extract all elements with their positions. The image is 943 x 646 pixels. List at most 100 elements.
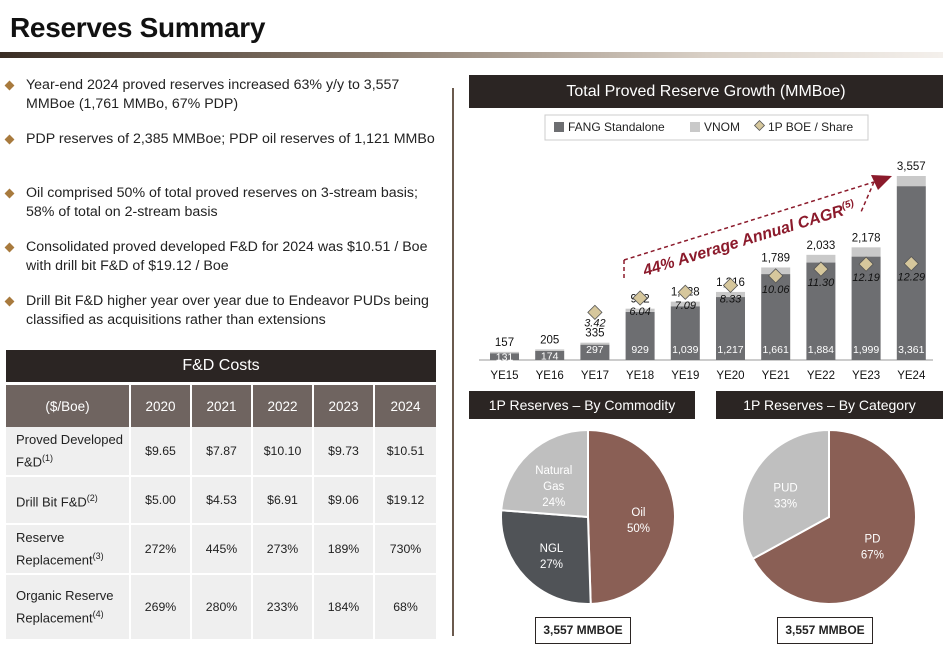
pie-slice xyxy=(500,509,592,605)
table-row: Reserve Replacement(3) 272% 445% 273% 18… xyxy=(6,525,436,575)
column-header: 2020 xyxy=(131,385,192,427)
legend-vnom-label: VNOM xyxy=(704,120,740,134)
bar-fang-label: 1,039 xyxy=(672,344,698,356)
pie-slice-label: Oil 50% xyxy=(627,507,650,535)
table-cell: 445% xyxy=(192,525,253,573)
fd-columns-header: ($/Boe) 2020 2021 2022 2023 2024 xyxy=(6,385,436,427)
pie-slice xyxy=(500,428,589,519)
table-cell: $4.53 xyxy=(192,477,253,523)
boe-per-share-marker xyxy=(632,290,648,306)
bar-total-label: 2,178 xyxy=(852,232,881,244)
bullet-text: Oil comprised 50% of total proved reserv… xyxy=(26,185,418,220)
column-header: 2022 xyxy=(253,385,314,427)
table-cell: 272% xyxy=(131,525,192,573)
boe-per-share-marker xyxy=(813,261,829,277)
diamond-bullet-icon xyxy=(4,188,15,199)
legend-vnom-swatch xyxy=(690,122,700,132)
bar-vnom xyxy=(806,254,836,263)
table-cell: 233% xyxy=(253,575,314,639)
diamond-bullet-icon xyxy=(4,242,15,253)
bar-vnom xyxy=(896,175,926,187)
column-header: 2024 xyxy=(390,398,421,414)
bullet-item: PDP reserves of 2,385 MMBoe; PDP oil res… xyxy=(4,130,436,168)
table-cell: 273% xyxy=(253,525,314,573)
bar-fang-standalone xyxy=(851,256,881,360)
bar-fang-standalone xyxy=(896,186,926,360)
boe-per-share-label: 6.04 xyxy=(629,306,650,318)
boe-per-share-marker xyxy=(903,255,919,272)
pie-slice-label: PD 67% xyxy=(861,534,884,562)
pie-slice-label: NGL 27% xyxy=(540,543,564,571)
row-label: Proved Developed F&D(1) xyxy=(6,427,131,475)
category-total-box: 3,557 MMBOE xyxy=(777,617,873,644)
pie-slice xyxy=(587,428,676,605)
chart-title: Total Proved Reserve Growth (MMBoe) xyxy=(469,75,943,108)
commodity-pie-chart: Oil 50% NGL 27% Natural Gas 24% xyxy=(500,428,676,605)
pie-slice xyxy=(751,428,917,605)
diamond-bullet-icon xyxy=(4,134,15,145)
legend-fang-label: FANG Standalone xyxy=(568,120,665,134)
bullet-text: Consolidated proved developed F&D for 20… xyxy=(26,239,428,274)
bar-fang-standalone xyxy=(625,311,655,360)
legend-fang-swatch xyxy=(554,122,564,132)
row-label: Reserve Replacement(3) xyxy=(6,525,131,573)
bullet-item: Drill Bit F&D higher year over year due … xyxy=(4,292,436,330)
category-pie-chart: PD 67% PUD 33% xyxy=(741,428,917,605)
bar-fang-label: 1,884 xyxy=(808,344,834,356)
bullet-text: Year-end 2024 proved reserves increased … xyxy=(26,77,400,112)
fd-costs-table: F&D Costs ($/Boe) 2020 2021 2022 2023 20… xyxy=(6,350,436,641)
table-cell: $6.91 xyxy=(253,477,314,523)
x-tick-label: YE21 xyxy=(762,370,790,382)
bar-vnom xyxy=(716,291,745,298)
boe-per-share-marker xyxy=(858,256,874,272)
boe-per-share-label: 10.06 xyxy=(762,284,790,296)
table-cell: 269% xyxy=(131,575,192,639)
bar-vnom xyxy=(625,308,655,312)
bar-vnom xyxy=(535,349,565,351)
bar-fang-standalone xyxy=(806,262,836,360)
boe-per-share-label: 8.33 xyxy=(720,293,742,305)
bar-fang-standalone xyxy=(761,274,791,360)
table-cell: 68% xyxy=(393,600,418,614)
x-tick-label: YE24 xyxy=(897,370,926,382)
x-tick-label: YE18 xyxy=(626,370,654,382)
boe-per-share-marker xyxy=(722,277,739,294)
bullet-item: Consolidated proved developed F&D for 20… xyxy=(4,238,436,276)
x-tick-label: YE17 xyxy=(581,370,609,382)
pie-slice-label: Natural Gas 24% xyxy=(535,465,572,509)
cagr-arrow-drop xyxy=(860,181,875,213)
bullet-list: Year-end 2024 proved reserves increased … xyxy=(4,76,436,346)
bar-vnom xyxy=(490,351,519,354)
bullet-text: Drill Bit F&D higher year over year due … xyxy=(26,293,429,328)
table-cell: $10.51 xyxy=(386,444,425,458)
bar-fang-label: 1,661 xyxy=(763,344,789,356)
bar-total-label: 2,033 xyxy=(807,240,836,252)
bar-fang-label: 3,361 xyxy=(898,344,924,356)
x-tick-label: YE16 xyxy=(536,370,564,382)
table-cell: $7.87 xyxy=(192,427,253,475)
chart-legend: FANG Standalone VNOM 1P BOE / Share xyxy=(544,114,869,141)
diamond-bullet-icon xyxy=(4,296,15,307)
table-cell: $9.06 xyxy=(314,477,375,523)
bar-total-label: 1,789 xyxy=(761,252,790,264)
bar-total-label: 205 xyxy=(540,334,559,346)
bar-vnom xyxy=(580,342,610,345)
bar-fang-standalone xyxy=(535,350,565,360)
table-cell: $5.00 xyxy=(131,477,192,523)
row-label: Drill Bit F&D(2) xyxy=(6,477,131,523)
bar-fang-standalone xyxy=(580,344,610,360)
x-tick-label: YE23 xyxy=(852,370,880,382)
bar-fang-label: 174 xyxy=(541,350,559,362)
commodity-total-box: 3,557 MMBOE xyxy=(535,617,631,644)
cagr-arrow-line xyxy=(623,181,875,261)
bullet-item: Oil comprised 50% of total proved reserv… xyxy=(4,184,436,222)
boe-per-share-label: 12.19 xyxy=(852,272,880,284)
boe-per-share-label: 3.42 xyxy=(584,317,605,329)
table-cell: $9.65 xyxy=(131,427,192,475)
fd-costs-header: F&D Costs xyxy=(6,350,436,382)
bar-fang-standalone xyxy=(670,306,700,360)
table-cell: 730% xyxy=(389,542,422,556)
table-cell: 189% xyxy=(314,525,375,573)
diamond-bullet-icon xyxy=(4,80,15,91)
category-pie-title: 1P Reserves – By Category xyxy=(716,391,943,419)
